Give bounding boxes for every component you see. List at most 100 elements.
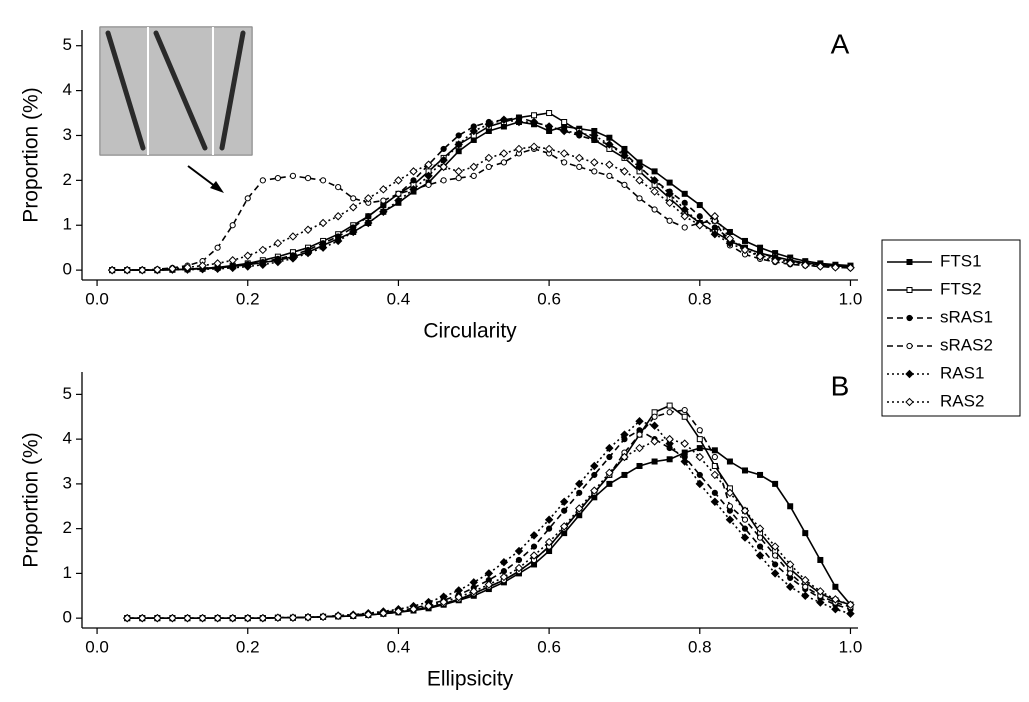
marker xyxy=(365,213,372,220)
marker xyxy=(635,162,644,172)
marker xyxy=(409,185,418,194)
marker xyxy=(303,613,313,622)
marker xyxy=(831,595,840,604)
marker xyxy=(319,177,327,184)
marker xyxy=(590,158,599,167)
marker xyxy=(680,212,689,221)
marker xyxy=(470,172,477,179)
legend-marker xyxy=(905,369,914,379)
marker xyxy=(666,217,673,224)
marker xyxy=(425,181,432,188)
marker xyxy=(349,227,358,237)
marker xyxy=(544,144,554,154)
marker xyxy=(846,600,855,609)
marker xyxy=(831,604,840,614)
marker xyxy=(621,471,628,478)
marker xyxy=(469,126,478,136)
inset-micrograph xyxy=(99,26,253,156)
arrow-shaft xyxy=(187,165,217,188)
marker xyxy=(711,489,718,496)
crystal xyxy=(153,30,208,151)
marker xyxy=(711,453,718,461)
marker xyxy=(546,110,553,117)
marker xyxy=(529,531,539,540)
marker xyxy=(349,203,358,212)
x-tick-label: 0.4 xyxy=(387,637,411,656)
marker xyxy=(651,206,658,213)
legend-label: FTS1 xyxy=(940,251,982,270)
marker xyxy=(395,190,402,197)
marker xyxy=(802,583,809,590)
marker xyxy=(755,252,765,261)
legend-marker xyxy=(906,287,913,293)
marker xyxy=(273,238,283,248)
marker xyxy=(606,172,613,179)
marker xyxy=(770,569,780,578)
marker xyxy=(454,167,463,176)
marker xyxy=(832,583,839,590)
marker xyxy=(787,570,794,577)
series-line xyxy=(127,447,852,619)
marker xyxy=(484,120,494,129)
marker xyxy=(680,439,689,448)
marker xyxy=(258,245,268,255)
marker xyxy=(831,263,840,272)
marker xyxy=(606,134,613,141)
marker xyxy=(605,140,614,149)
marker xyxy=(484,580,494,589)
marker xyxy=(756,543,764,550)
y-tick-label: 0 xyxy=(63,608,72,627)
marker xyxy=(455,132,462,139)
marker xyxy=(303,248,313,258)
marker xyxy=(576,489,583,496)
marker xyxy=(650,176,659,185)
marker xyxy=(772,552,779,559)
arrow-head xyxy=(210,181,224,193)
marker xyxy=(785,582,795,592)
marker xyxy=(666,409,673,416)
marker xyxy=(364,218,373,228)
marker xyxy=(394,176,403,185)
marker xyxy=(304,175,312,182)
legend-label: RAS1 xyxy=(940,363,984,382)
marker xyxy=(695,221,704,230)
x-tick-label: 0.6 xyxy=(537,637,561,656)
marker xyxy=(846,609,855,618)
marker xyxy=(755,524,765,533)
marker xyxy=(168,613,177,623)
legend-marker xyxy=(906,259,913,265)
marker xyxy=(696,436,703,443)
marker xyxy=(785,259,795,268)
marker xyxy=(318,612,328,622)
marker xyxy=(681,190,688,197)
marker xyxy=(665,189,674,199)
marker xyxy=(606,453,613,461)
marker xyxy=(380,197,387,204)
marker xyxy=(288,613,298,622)
y-tick-label: 3 xyxy=(63,125,72,144)
marker xyxy=(620,167,629,176)
marker xyxy=(846,263,855,273)
marker xyxy=(350,195,357,202)
marker xyxy=(333,611,343,621)
marker xyxy=(710,230,720,239)
y-axis-title: Proportion (%) xyxy=(20,432,43,567)
marker xyxy=(484,153,494,163)
marker xyxy=(772,561,779,568)
x-tick-label: 0.0 xyxy=(85,637,109,656)
marker xyxy=(454,140,463,149)
marker xyxy=(725,488,735,498)
marker xyxy=(817,556,824,563)
marker xyxy=(469,578,478,587)
marker xyxy=(666,456,673,463)
marker xyxy=(605,443,614,453)
marker xyxy=(410,177,417,184)
marker xyxy=(710,212,720,221)
y-tick-label: 5 xyxy=(63,384,72,403)
marker xyxy=(635,443,644,453)
marker xyxy=(122,265,132,275)
x-tick-label: 0.0 xyxy=(85,289,109,308)
series-line xyxy=(112,148,851,271)
marker xyxy=(273,613,283,622)
